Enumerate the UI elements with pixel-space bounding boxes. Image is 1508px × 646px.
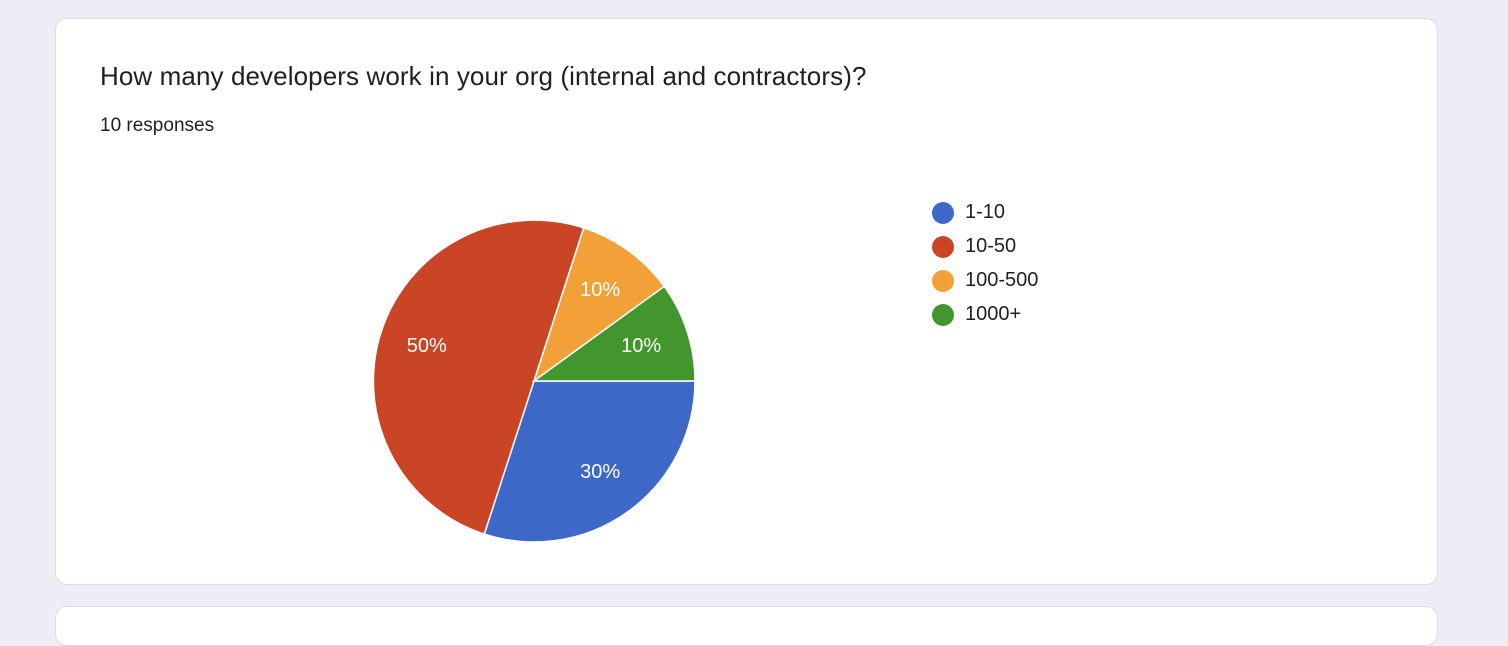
legend-swatch [932,202,954,224]
pie-slice-3[interactable] [532,226,666,383]
question-title: How many developers work in your org (in… [100,61,867,91]
pie-slice-label-1: 30% [580,461,620,483]
legend-label: 1-10 [965,201,1006,223]
chart-legend: 1-10 10-50 100-500 1000+ [932,199,1132,335]
pie-slice-labels: 30% 50% 10% 10% [407,279,662,483]
next-question-card [55,606,1438,646]
legend-item[interactable]: 100-500 [932,267,1132,301]
pie-chart: 30% 50% 10% 10% [372,219,696,543]
response-count: 10 responses [100,115,215,136]
legend-label: 1000+ [965,303,1022,325]
pie-slice-label-2: 50% [407,335,447,357]
legend-item[interactable]: 10-50 [932,233,1132,267]
legend-item[interactable]: 1000+ [932,301,1132,335]
pie-slice-2[interactable] [372,219,585,536]
legend-label: 10-50 [965,235,1017,257]
legend-item[interactable]: 1-10 [932,199,1132,233]
pie-slice-4[interactable] [531,285,696,382]
legend-swatch [932,236,954,258]
legend-swatch [932,304,954,326]
pie-slices [372,219,696,543]
legend-swatch [932,270,954,292]
pie-slice-1[interactable] [483,380,696,543]
legend-label: 100-500 [965,269,1039,291]
question-card: How many developers work in your org (in… [55,18,1438,585]
pie-slice-label-3: 10% [580,279,620,301]
pie-slice-label-4: 10% [621,335,661,357]
